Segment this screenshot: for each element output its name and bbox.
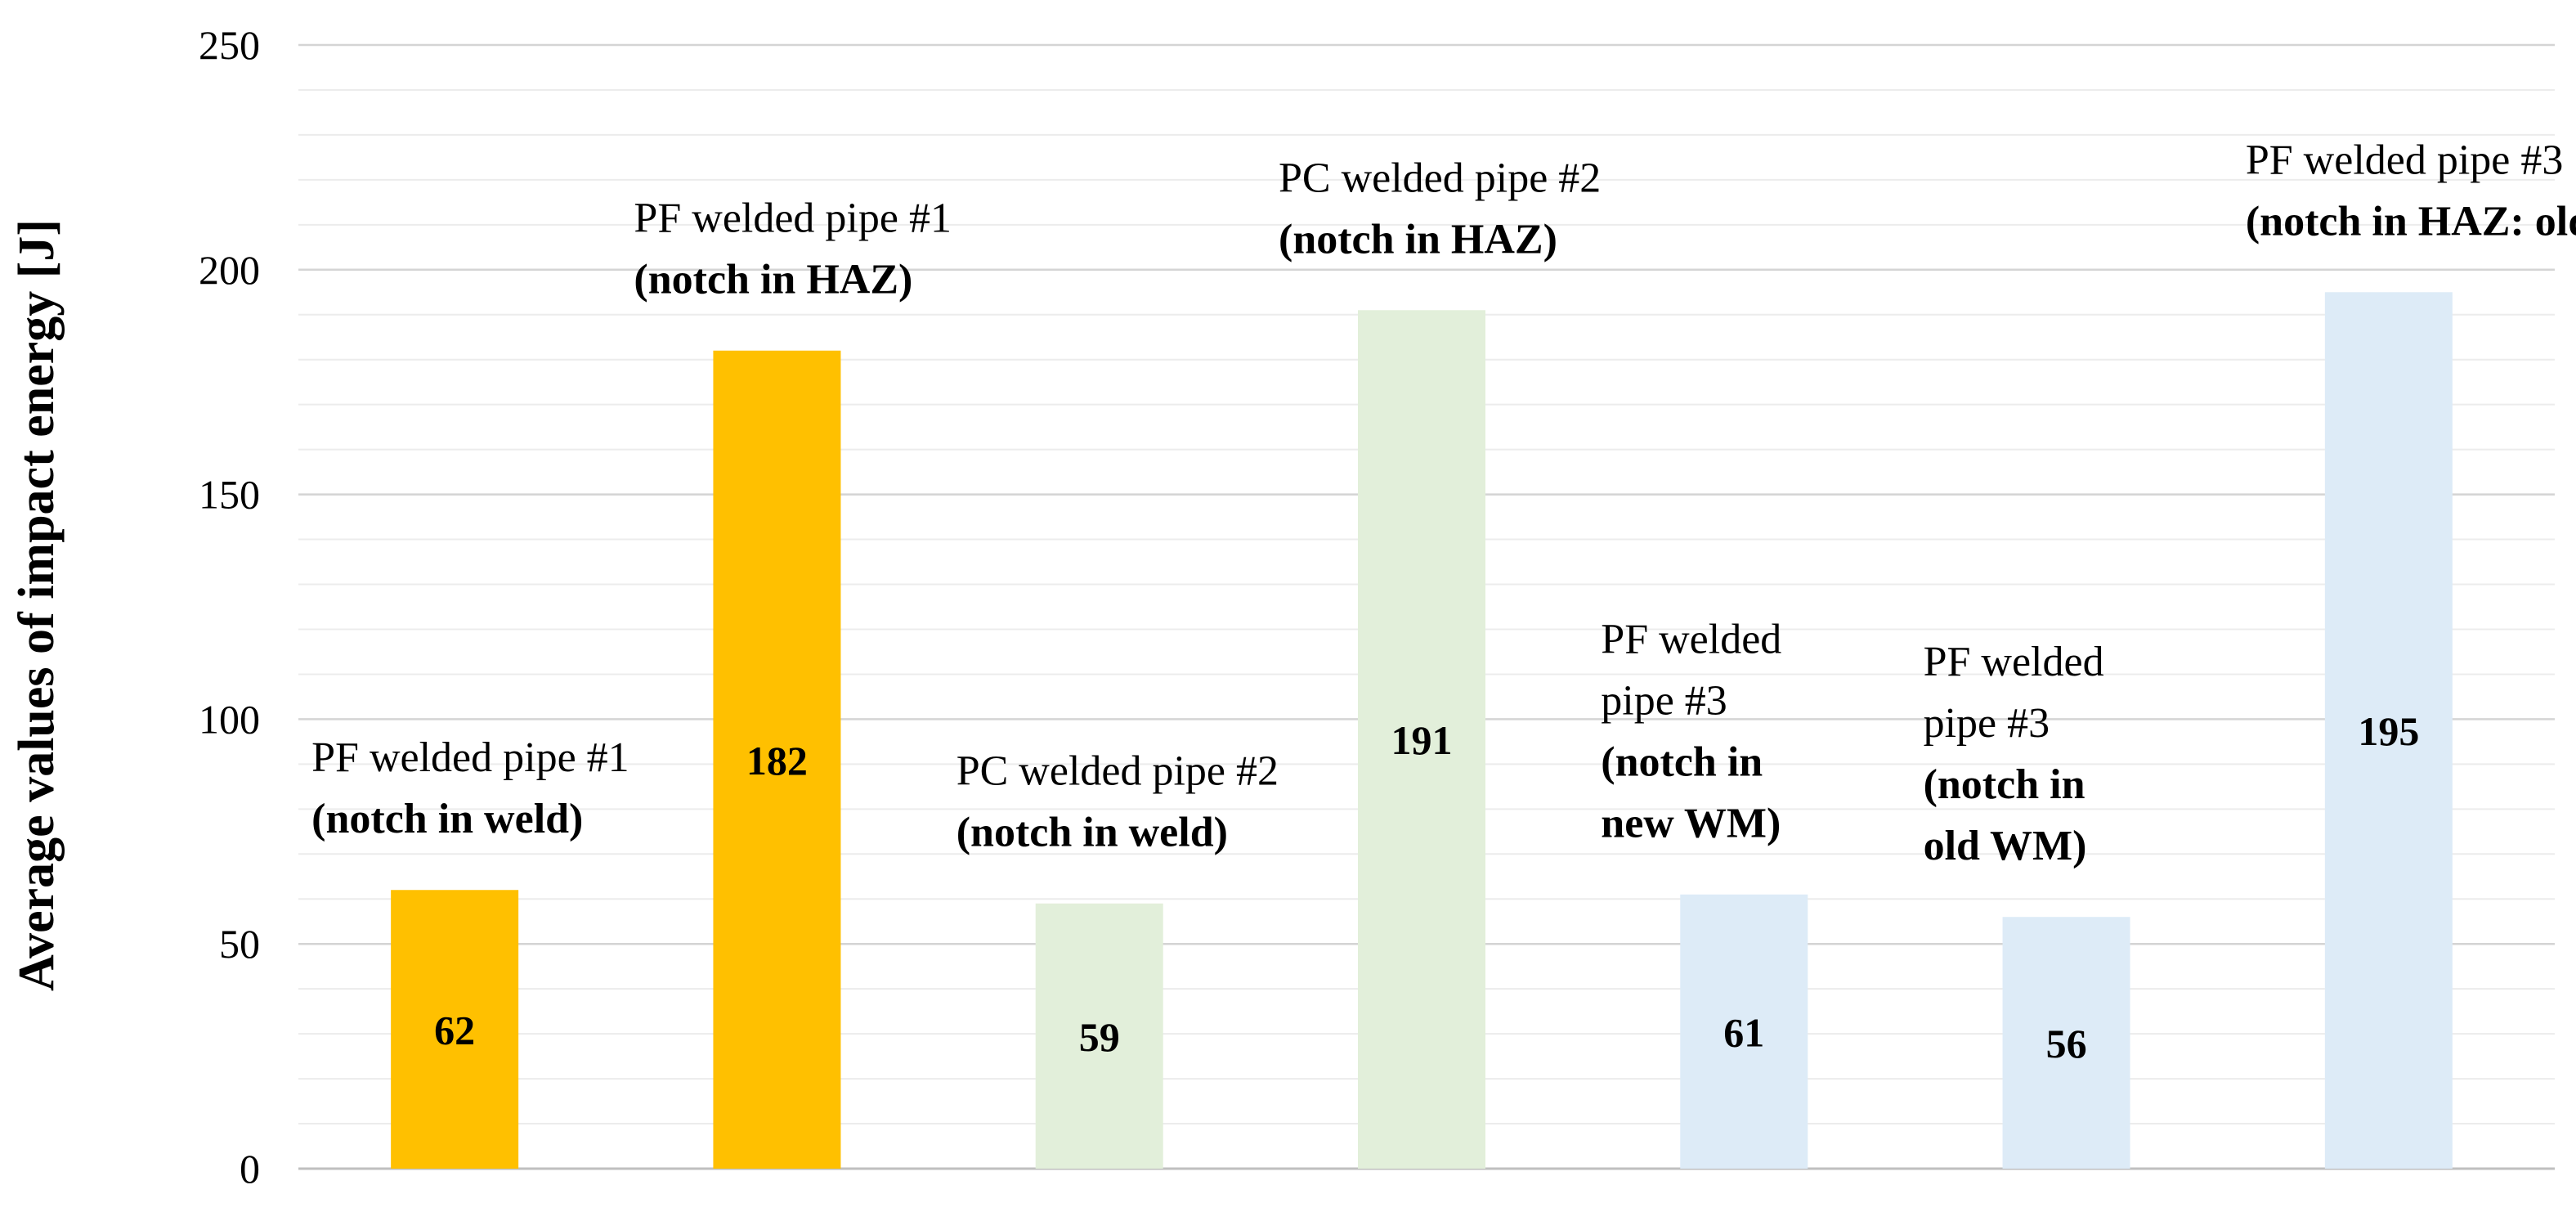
y-axis-title: Average values of impact energy [J] [9, 219, 65, 991]
bars: 62 182 59 191 61 56 195 [391, 292, 2453, 1169]
y-tick-label: 50 [219, 921, 260, 967]
y-tick-label: 100 [199, 696, 260, 742]
bar-annotation-title: pipe #3 [1601, 678, 1727, 725]
bar-annotation-title: PF welded [1601, 617, 1781, 663]
y-axis-ticks: 0 50 100 150 200 250 [199, 22, 260, 1192]
y-tick-label: 0 [240, 1146, 260, 1192]
bar-annotations: PF welded pipe #1 (notch in weld) PF welde… [311, 137, 2576, 869]
bar-annotation-title: PF welded pipe #1 [311, 734, 629, 781]
bar [2324, 292, 2453, 1169]
bar-annotation-note: (notch in [1601, 739, 1763, 786]
bar-annotation-title: PF welded pipe #3 [2246, 137, 2564, 183]
bar-annotation-note: (notch in weld) [311, 796, 583, 842]
bar-annotation-note: (notch in weld) [956, 810, 1228, 856]
bar [1680, 894, 1808, 1169]
data-label: 62 [434, 1008, 475, 1053]
bar-annotation-note: (notch in HAZ: old WM) [2246, 198, 2576, 245]
bar-annotation-note: (notch in [1924, 761, 2085, 808]
data-label: 191 [1391, 717, 1453, 763]
bar-annotation-title: PF welded [1924, 639, 2104, 685]
y-tick-label: 250 [199, 22, 260, 68]
bar-annotation-title: PF welded pipe #1 [634, 195, 952, 242]
data-label: 195 [2358, 708, 2419, 754]
y-tick-label: 200 [199, 247, 260, 293]
bar [391, 890, 519, 1169]
data-label: 61 [1723, 1009, 1764, 1055]
y-tick-label: 150 [199, 472, 260, 518]
bar-annotation-title: PC welded pipe #2 [1279, 155, 1601, 201]
bar-annotation-note: (notch in HAZ) [634, 257, 912, 303]
bar-annotation-title: pipe #3 [1924, 700, 2050, 747]
data-label: 59 [1079, 1014, 1120, 1060]
data-label: 182 [746, 738, 808, 783]
bar-annotation-note: (notch in HAZ) [1279, 216, 1557, 263]
bar [1358, 310, 1485, 1169]
data-label: 56 [2046, 1021, 2087, 1066]
bar-annotation-title: PC welded pipe #2 [956, 748, 1279, 795]
bar-annotation-note: old WM) [1924, 823, 2087, 869]
bar [713, 350, 841, 1169]
bar-annotation-note: new WM) [1601, 801, 1781, 847]
bar [2002, 917, 2130, 1169]
bar [1035, 903, 1163, 1169]
